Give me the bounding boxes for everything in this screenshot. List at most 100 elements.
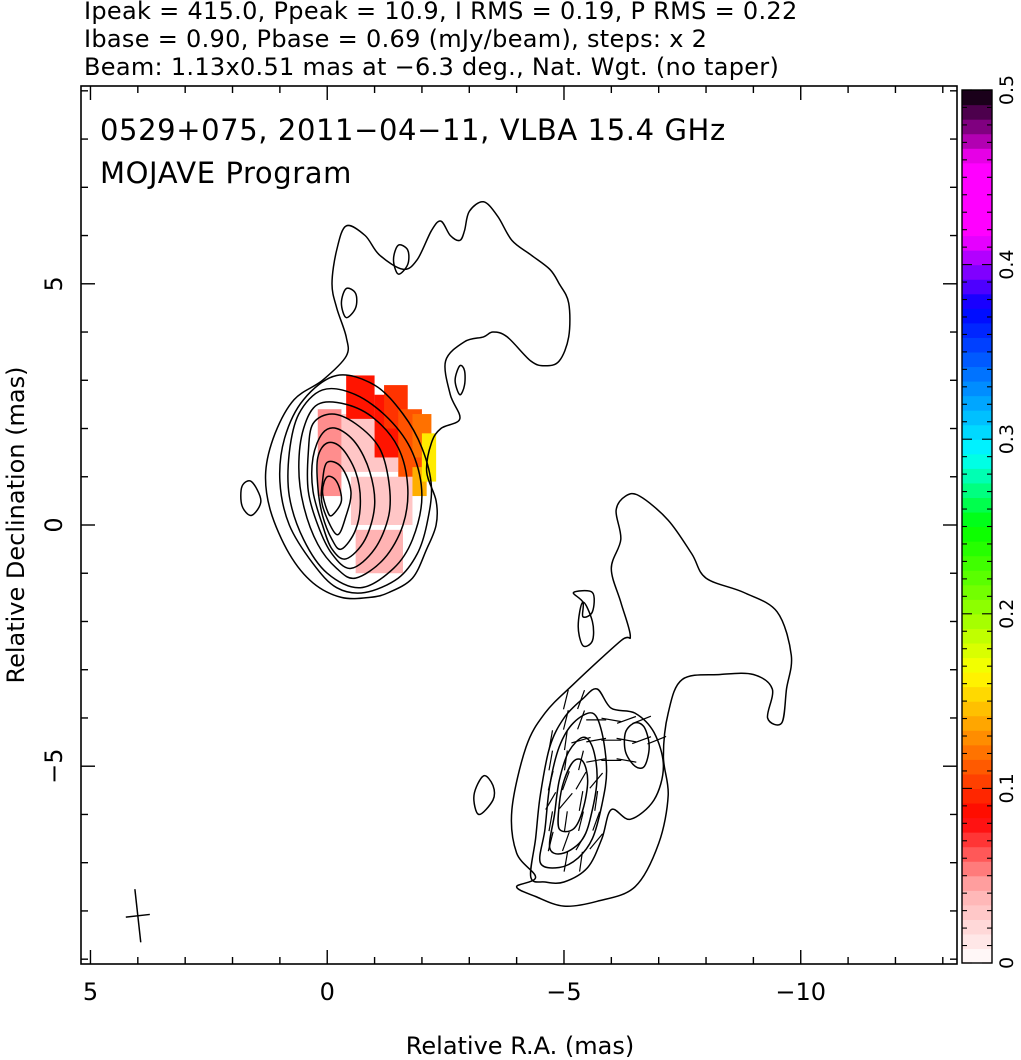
colorbar-segment bbox=[962, 337, 992, 353]
colorbar-segment bbox=[962, 672, 992, 688]
colorbar-segment bbox=[962, 628, 992, 644]
contour-isolated-10 bbox=[392, 244, 410, 275]
contour-isolated-12 bbox=[340, 287, 358, 319]
colorbar-segment bbox=[962, 890, 992, 906]
colorbar-segment bbox=[962, 642, 992, 659]
colorbar-segment bbox=[962, 526, 992, 542]
evpa-tick-36 bbox=[616, 715, 637, 724]
contour-core-0 bbox=[264, 201, 571, 600]
plot-frame bbox=[80, 85, 958, 965]
colorbar-segment bbox=[962, 468, 992, 484]
colorbar-tick-label: 0.5 bbox=[996, 75, 1018, 105]
colorbar-tick-label: 0.3 bbox=[996, 424, 1018, 454]
colorbar-segment bbox=[962, 599, 992, 615]
colorbar-segment bbox=[962, 250, 992, 266]
evpa-tick-37 bbox=[632, 715, 652, 725]
evpa-tick-18 bbox=[548, 750, 554, 771]
colorbar-segment bbox=[962, 613, 992, 629]
evpa-tick-5 bbox=[589, 833, 604, 850]
colorbar-segment bbox=[962, 904, 992, 920]
colorbar-segment bbox=[962, 279, 992, 295]
evpa-tick-20 bbox=[578, 750, 584, 771]
evpa-tick-1 bbox=[579, 851, 583, 872]
colorbar-segment bbox=[962, 366, 992, 382]
contour-core-7 bbox=[320, 460, 352, 536]
polarization-pixel-0 bbox=[350, 476, 413, 525]
contour-core-8 bbox=[321, 475, 343, 517]
evpa-tick-35 bbox=[601, 717, 622, 723]
contour-isolated-15 bbox=[577, 601, 595, 648]
colorbar-segment bbox=[962, 293, 992, 309]
contour-jet-20 bbox=[557, 758, 589, 833]
contour-core-2 bbox=[287, 387, 423, 589]
header-line-2: Ibase = 0.90, Pbase = 0.69 (mJy/beam), s… bbox=[84, 25, 707, 53]
evpa-tick-21 bbox=[586, 758, 607, 763]
x-tick-label: 0 bbox=[320, 978, 335, 1006]
colorbar-segment bbox=[962, 104, 992, 120]
polarization-pixel-10 bbox=[421, 433, 437, 482]
colorbar-segment bbox=[962, 875, 992, 891]
colorbar-segment bbox=[962, 395, 992, 411]
colorbar-segment bbox=[962, 162, 992, 178]
colorbar-segment bbox=[962, 235, 992, 251]
colorbar-segment bbox=[962, 584, 992, 600]
colorbar-segment bbox=[962, 802, 992, 819]
x-tick-label: −5 bbox=[546, 978, 581, 1006]
evpa-tick-16 bbox=[575, 771, 587, 790]
contour-core-6 bbox=[316, 441, 362, 551]
colorbar-segment bbox=[962, 410, 992, 426]
evpa-tick-27 bbox=[586, 737, 607, 743]
colorbar-tick-label: 0.2 bbox=[996, 599, 1018, 629]
colorbar-segment bbox=[962, 511, 992, 528]
contour-isolated-14 bbox=[572, 589, 595, 618]
y-tick-label: −5 bbox=[40, 749, 68, 784]
plot-area bbox=[80, 85, 958, 965]
colorbar-segment bbox=[962, 715, 992, 731]
colorbar-segment bbox=[962, 308, 992, 324]
colorbar-segment bbox=[962, 817, 992, 833]
colorbar-segment bbox=[962, 191, 992, 207]
beam-minor-axis bbox=[125, 913, 150, 918]
evpa-ticks bbox=[545, 689, 667, 872]
evpa-tick-2 bbox=[547, 831, 554, 852]
evpa-tick-7 bbox=[563, 811, 568, 832]
evpa-tick-0 bbox=[563, 851, 569, 872]
evpa-tick-24 bbox=[548, 730, 554, 751]
evpa-tick-38 bbox=[562, 689, 569, 710]
colorbar-segment bbox=[962, 497, 992, 513]
colorbar: 0 0.1 0.2 0.3 0.4 0.5 bbox=[961, 75, 1018, 969]
colorbar-segment bbox=[962, 220, 992, 237]
evpa-tick-23 bbox=[616, 758, 637, 763]
evpa-tick-3 bbox=[561, 831, 570, 852]
evpa-tick-26 bbox=[571, 736, 591, 744]
evpa-tick-17 bbox=[589, 772, 604, 789]
contour-core-3 bbox=[298, 401, 409, 580]
evpa-tick-13 bbox=[594, 790, 599, 811]
polarization-pixels bbox=[317, 375, 437, 574]
colorbar-tick-label: 0.4 bbox=[996, 249, 1018, 279]
colorbar-segment bbox=[962, 730, 992, 746]
evpa-tick-29 bbox=[616, 737, 637, 743]
colorbar-segment bbox=[962, 206, 992, 222]
colorbar-tick-label: 0 bbox=[996, 957, 1018, 969]
colorbar-segment bbox=[962, 744, 992, 760]
contour-core-1 bbox=[278, 374, 433, 594]
colorbar-segment bbox=[962, 861, 992, 877]
evpa-tick-10 bbox=[545, 791, 557, 810]
colorbar-segment bbox=[962, 148, 992, 164]
contour-lines bbox=[240, 201, 793, 908]
evpa-tick-33 bbox=[577, 710, 586, 730]
colorbar-segment bbox=[962, 381, 992, 397]
y-tick-label: 5 bbox=[40, 276, 68, 291]
colorbar-segment bbox=[962, 788, 992, 804]
contour-isolated-11 bbox=[454, 364, 466, 396]
header-line-1: Ipeak = 415.0, Ppeak = 10.9, I RMS = 0.1… bbox=[84, 0, 798, 25]
contour-jet-16 bbox=[510, 492, 793, 908]
evpa-tick-30 bbox=[631, 736, 652, 745]
evpa-tick-39 bbox=[577, 689, 586, 710]
plot-title-line-2: MOJAVE Program bbox=[100, 156, 352, 190]
evpa-tick-32 bbox=[562, 710, 569, 730]
colorbar-segment bbox=[962, 919, 992, 935]
evpa-tick-19 bbox=[563, 750, 568, 771]
evpa-tick-12 bbox=[578, 790, 584, 811]
